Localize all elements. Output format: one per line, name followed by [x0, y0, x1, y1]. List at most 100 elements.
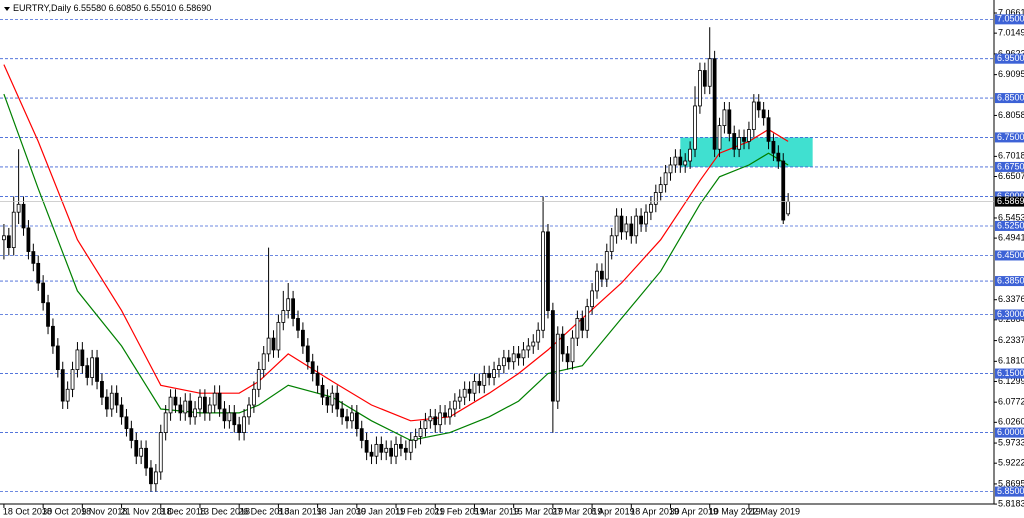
candle-body: [624, 223, 629, 233]
candle-body: [653, 192, 658, 205]
y-tick-label: 5.86950: [998, 478, 1024, 488]
candle-body: [16, 203, 21, 213]
candle-body: [673, 156, 678, 166]
candle-body: [761, 109, 766, 119]
candle-body: [575, 318, 580, 339]
candle-body: [452, 400, 457, 410]
candle-body: [65, 388, 70, 402]
candle-body: [678, 156, 683, 166]
y-tick-label: 6.54530: [998, 212, 1024, 222]
candle-body: [771, 140, 776, 154]
candle-body: [325, 396, 330, 406]
candle-body: [482, 373, 487, 386]
candle-body: [173, 396, 178, 406]
candle-body: [413, 436, 418, 441]
candle-body: [354, 412, 359, 430]
candle-body: [291, 298, 296, 319]
candle-body: [36, 262, 41, 284]
level-label: 6.15000: [997, 368, 1024, 378]
candle-body: [546, 231, 550, 311]
level-label-box: [995, 161, 1024, 172]
candle-body: [271, 337, 276, 351]
candle-body: [707, 58, 712, 87]
candle-body: [104, 396, 109, 410]
y-tick-label: 5.92220: [998, 458, 1024, 468]
level-label-box: [995, 14, 1024, 25]
candle-body: [21, 203, 26, 229]
level-label-box: [995, 250, 1024, 261]
candle-body: [487, 373, 492, 378]
candle-body: [227, 412, 232, 422]
candle-body: [448, 408, 452, 418]
level-label: 7.05000: [997, 14, 1024, 24]
candle-body: [237, 424, 242, 433]
candle-body: [560, 333, 565, 355]
candle-body: [658, 184, 663, 193]
y-tick-label: 5.81835: [998, 498, 1024, 508]
candle-body: [301, 329, 305, 347]
candle-body: [359, 428, 364, 441]
candle-body: [550, 310, 555, 402]
candle-body: [663, 172, 668, 186]
x-tick-label: 26 Dec 2018: [238, 506, 289, 516]
candle-body: [178, 404, 183, 414]
candle-body: [320, 384, 325, 398]
x-tick-label: 8 Apr 2019: [591, 506, 635, 516]
candle-body: [536, 329, 541, 343]
candle-body: [188, 400, 193, 418]
candle-body: [310, 361, 315, 374]
candle-body: [232, 412, 237, 426]
candle-body: [75, 349, 80, 371]
level-label-box: [995, 93, 1024, 104]
candle-body: [374, 443, 379, 457]
level-label-box: [995, 220, 1024, 231]
y-tick-label: 6.23375: [998, 335, 1024, 345]
candle-body: [590, 290, 594, 308]
x-tick-label: 22 May 2019: [748, 506, 800, 516]
x-tick-label: 27 Mar 2019: [552, 506, 603, 516]
level-label-box: [995, 191, 1024, 202]
candle-body: [31, 251, 36, 264]
candle-body: [501, 357, 506, 367]
level-label: 6.60000: [997, 191, 1024, 201]
candle-body: [418, 428, 423, 437]
candle-body: [207, 404, 212, 414]
level-label: 6.30000: [997, 309, 1024, 319]
y-tick-label: 6.96225: [998, 48, 1024, 58]
level-label: 5.85000: [997, 486, 1024, 496]
level-label-box: [995, 53, 1024, 64]
x-tick-label: 18 Apr 2019: [630, 506, 679, 516]
level-label: 6.85000: [997, 92, 1024, 102]
candle-body: [153, 471, 158, 485]
y-tick-label: 6.12990: [998, 376, 1024, 386]
candle-body: [399, 443, 403, 449]
candle-body: [394, 443, 398, 457]
level-label-box: [995, 368, 1024, 379]
level-label: 6.45000: [997, 250, 1024, 260]
x-tick-label: 30 Apr 2019: [670, 506, 719, 516]
candle-body: [364, 440, 369, 453]
candle-body: [296, 318, 300, 331]
candle-body: [526, 345, 531, 351]
x-tick-label: 18 Jan 2019: [317, 506, 367, 516]
x-tick-label: 21 Nov 2018: [121, 506, 172, 516]
candle-body: [629, 223, 634, 237]
candle-body: [492, 369, 496, 378]
y-tick-label: 6.70185: [998, 151, 1024, 161]
candle-body: [408, 440, 413, 453]
candle-body: [80, 349, 85, 367]
menu-arrow[interactable]: [4, 7, 10, 11]
candle-body: [786, 201, 791, 215]
candle-body: [497, 365, 501, 371]
candle-body: [379, 443, 384, 453]
candle-body: [41, 282, 46, 304]
candle-body: [168, 396, 173, 414]
candle-body: [599, 270, 604, 280]
candle-body: [472, 381, 477, 394]
x-tick-label: 5 Mar 2019: [473, 506, 519, 516]
candle-body: [124, 416, 129, 430]
y-tick-label: 7.06610: [998, 7, 1024, 17]
candle-body: [443, 412, 447, 418]
level-label-box: [995, 132, 1024, 143]
